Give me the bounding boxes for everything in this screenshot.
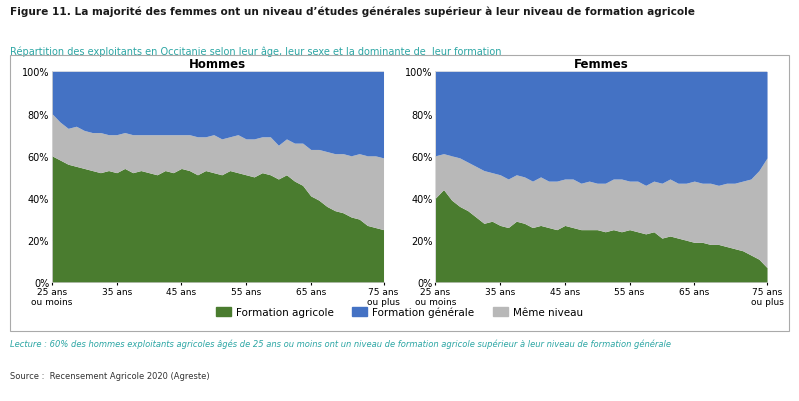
Title: Hommes: Hommes: [189, 58, 246, 71]
Text: Figure 11. La majorité des femmes ont un niveau d’études générales supérieur à l: Figure 11. La majorité des femmes ont un…: [10, 6, 694, 16]
Text: Répartition des exploitants en Occitanie selon leur âge, leur sexe et la dominan: Répartition des exploitants en Occitanie…: [10, 46, 501, 57]
Legend: Formation agricole, Formation générale, Même niveau: Formation agricole, Formation générale, …: [212, 303, 587, 322]
Text: Source :  Recensement Agricole 2020 (Agreste): Source : Recensement Agricole 2020 (Agre…: [10, 371, 209, 380]
Title: Femmes: Femmes: [574, 58, 629, 71]
Text: Lecture : 60% des hommes exploitants agricoles âgés de 25 ans ou moins ont un ni: Lecture : 60% des hommes exploitants agr…: [10, 339, 670, 348]
